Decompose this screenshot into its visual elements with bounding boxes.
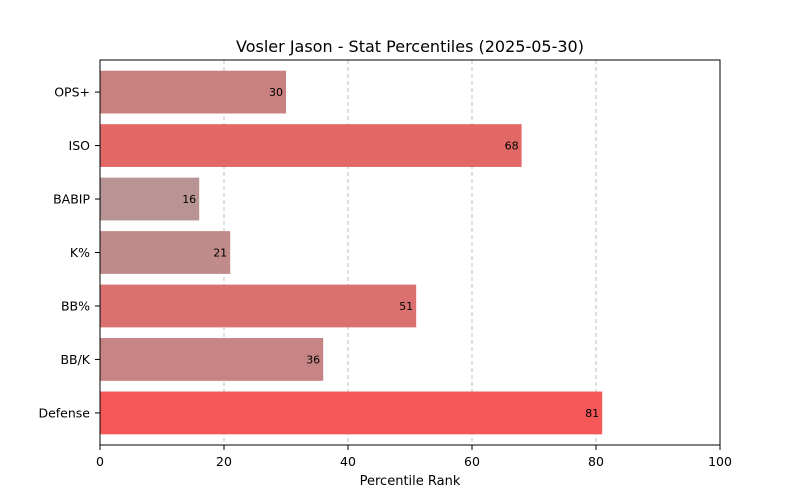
x-tick-label-60: 60 (464, 454, 480, 469)
y-tick-label-ops: OPS+ (54, 85, 90, 100)
x-tick-label-20: 20 (216, 454, 232, 469)
y-tick-label-babip: BABIP (53, 192, 90, 207)
x-axis-label: Percentile Rank (360, 474, 461, 489)
data-label-k: 21 (213, 247, 227, 260)
data-label-ops: 30 (269, 86, 283, 99)
bar-bb (100, 284, 417, 328)
bar-ops (100, 70, 286, 114)
chart-title: Vosler Jason - Stat Percentiles (2025-05… (236, 37, 584, 56)
bar-iso (100, 124, 522, 167)
data-label-bb-k: 36 (306, 353, 320, 366)
x-tick-label-40: 40 (340, 454, 356, 469)
plot-frame (99, 59, 721, 446)
x-tick-label-100: 100 (708, 454, 732, 469)
bar-bb-k (100, 338, 324, 381)
data-label-iso: 68 (505, 140, 519, 153)
y-tick-label-defense: Defense (38, 405, 90, 420)
data-label-babip: 16 (182, 193, 196, 206)
data-label-defense: 81 (585, 407, 599, 420)
bar-k (100, 231, 231, 274)
y-tick-label-k: K% (70, 245, 90, 260)
x-axis-ticks: 0 20 40 60 80 100 (96, 445, 732, 469)
bar-babip (100, 177, 200, 221)
bar-defense (100, 391, 603, 435)
bars (100, 70, 603, 435)
x-tick-label-0: 0 (96, 454, 104, 469)
data-label-bb: 51 (399, 300, 413, 313)
data-labels: 30 68 16 21 51 36 81 (182, 86, 599, 420)
y-tick-label-bb-k: BB/K (60, 352, 90, 367)
y-tick-label-iso: ISO (69, 138, 91, 153)
gridlines (223, 60, 597, 445)
y-tick-label-bb: BB% (61, 298, 90, 313)
x-tick-label-80: 80 (588, 454, 604, 469)
y-axis-ticks: OPS+ ISO BABIP K% BB% BB/K Defense (38, 85, 100, 420)
